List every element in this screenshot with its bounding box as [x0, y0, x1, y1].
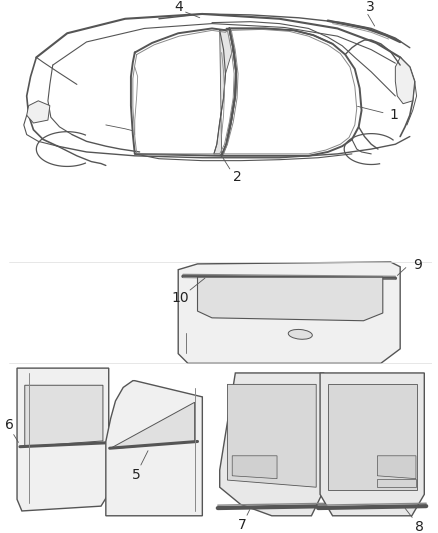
Polygon shape: [232, 456, 277, 479]
Polygon shape: [198, 277, 383, 321]
Polygon shape: [178, 262, 400, 364]
Text: 7: 7: [238, 519, 247, 532]
Polygon shape: [320, 373, 424, 516]
Ellipse shape: [44, 467, 64, 475]
Polygon shape: [220, 373, 324, 516]
Text: 10: 10: [171, 290, 189, 304]
Text: 8: 8: [415, 520, 424, 533]
Polygon shape: [227, 384, 316, 487]
Text: 3: 3: [366, 0, 374, 14]
Polygon shape: [106, 381, 202, 516]
Polygon shape: [378, 479, 416, 487]
Polygon shape: [25, 385, 103, 447]
Polygon shape: [214, 28, 233, 156]
Polygon shape: [378, 456, 416, 479]
Polygon shape: [328, 384, 417, 490]
Text: 6: 6: [5, 418, 14, 432]
Polygon shape: [27, 101, 50, 123]
Polygon shape: [17, 368, 109, 511]
Ellipse shape: [163, 474, 184, 482]
Text: 4: 4: [174, 0, 183, 14]
Ellipse shape: [239, 417, 273, 443]
Ellipse shape: [341, 415, 372, 440]
Polygon shape: [111, 402, 194, 448]
Text: 1: 1: [389, 108, 398, 122]
Text: 5: 5: [132, 469, 141, 482]
Text: 9: 9: [413, 258, 422, 272]
Text: 2: 2: [233, 170, 241, 184]
Polygon shape: [396, 58, 415, 104]
Ellipse shape: [288, 329, 312, 340]
